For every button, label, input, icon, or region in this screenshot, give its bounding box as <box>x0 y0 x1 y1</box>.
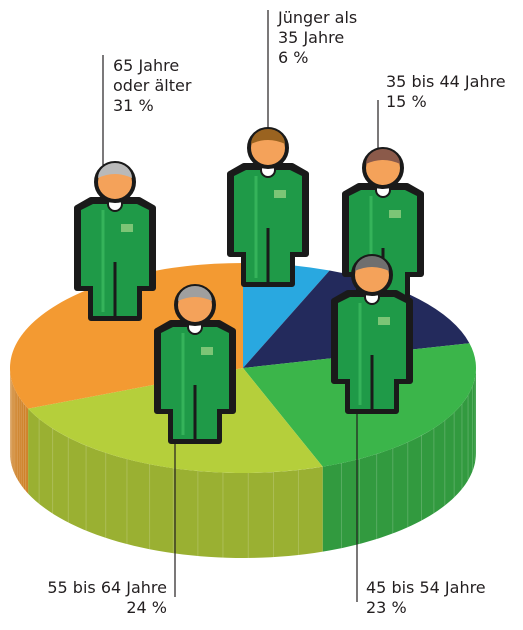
value-label: 31 % <box>113 96 208 116</box>
figure-pocket <box>378 317 390 325</box>
category-label: 55 bis 64 Jahre <box>7 578 167 598</box>
infographic: Jünger als 35 Jahre6 % 35 bis 44 Jahre15 … <box>0 0 523 630</box>
figure-pocket <box>121 224 133 232</box>
value-label: 15 % <box>386 92 523 112</box>
figure-pocket <box>274 190 286 198</box>
figure-pocket <box>389 210 401 218</box>
person-figure <box>230 129 306 284</box>
person-figure <box>77 163 153 318</box>
value-label: 6 % <box>278 48 368 68</box>
category-label: Jünger als 35 Jahre <box>278 8 368 48</box>
category-label: 35 bis 44 Jahre <box>386 72 523 92</box>
figure-pocket <box>201 347 213 355</box>
category-label: 45 bis 54 Jahre <box>366 578 516 598</box>
value-label: 23 % <box>366 598 516 618</box>
category-label: 65 Jahre oder älter <box>113 56 208 96</box>
value-label: 24 % <box>7 598 167 618</box>
